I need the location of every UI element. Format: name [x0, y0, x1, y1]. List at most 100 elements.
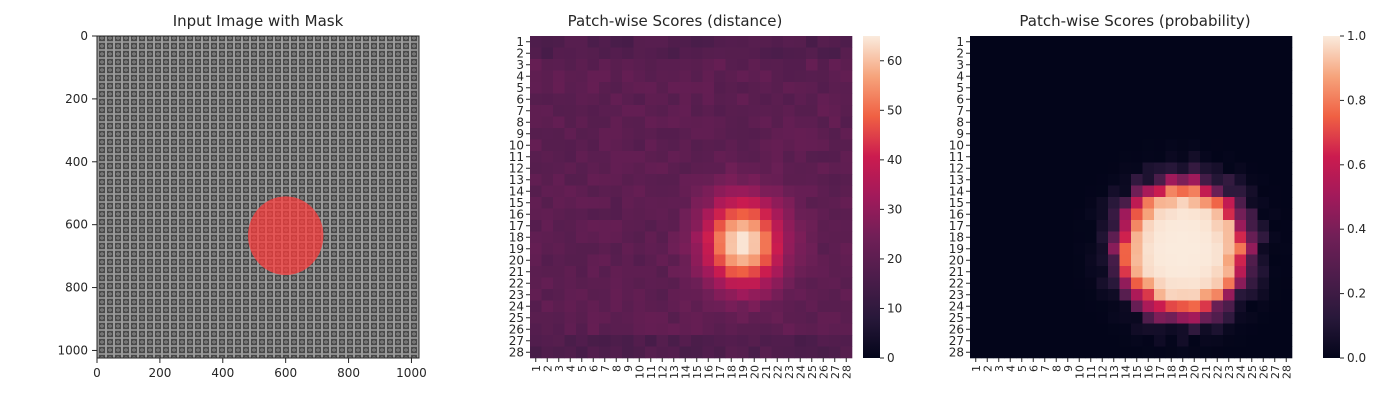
heatmap-cell	[1177, 36, 1189, 48]
heatmap-cell	[714, 323, 726, 336]
heatmap-cell	[1016, 151, 1028, 163]
heatmap-cell	[1188, 231, 1201, 244]
heatmap-cell	[1062, 300, 1074, 313]
heatmap-cell	[1200, 70, 1212, 83]
heatmap-cell	[1246, 312, 1258, 324]
x-tick-label: 600	[274, 366, 297, 380]
heatmap-cell	[1062, 277, 1074, 290]
heatmap-cell	[1004, 231, 1017, 244]
row-tick-label: 3	[516, 58, 524, 72]
colorbar-tick-label: 40	[887, 153, 902, 167]
heatmap-cell	[1223, 335, 1235, 347]
heatmap-cell	[748, 59, 761, 71]
heatmap-cell	[633, 47, 646, 60]
heatmap-cell	[1246, 70, 1258, 83]
heatmap-cell	[981, 82, 994, 94]
heatmap-cell	[1004, 220, 1017, 232]
heatmap-cell	[599, 277, 611, 290]
heatmap-cell	[1096, 105, 1109, 117]
heatmap-cell	[783, 36, 795, 48]
heatmap-cell	[1050, 82, 1063, 94]
heatmap-cell	[656, 70, 669, 83]
heatmap-cell	[564, 174, 577, 186]
heatmap-cell	[1108, 93, 1120, 106]
heatmap-cell	[576, 312, 588, 324]
heatmap-cell	[691, 300, 703, 313]
heatmap-cell	[806, 93, 818, 106]
heatmap-cell	[541, 231, 554, 244]
row-tick-label: 12	[949, 161, 964, 175]
heatmap-cell	[1246, 346, 1258, 359]
col-tick-label: 2	[981, 365, 994, 372]
heatmap-cell	[725, 254, 738, 267]
heatmap-cell	[970, 116, 982, 129]
colorbar-tick-label: 10	[887, 301, 902, 315]
heatmap-cell	[599, 36, 611, 48]
heatmap-cell	[1096, 312, 1109, 324]
heatmap-cell	[668, 105, 680, 117]
heatmap-cell	[564, 335, 577, 347]
heatmap-cell	[1027, 47, 1040, 60]
heatmap-cell	[610, 47, 623, 60]
heatmap-cell	[794, 36, 807, 48]
heatmap-cell	[1131, 254, 1143, 267]
heatmap-cell	[840, 185, 853, 198]
heatmap-cell	[530, 47, 542, 60]
heatmap-cell	[1246, 116, 1258, 129]
heatmap-cell	[783, 116, 795, 129]
heatmap-cell	[564, 323, 577, 336]
x-tick-label: 400	[211, 366, 234, 380]
heatmap-cell	[1234, 197, 1247, 209]
heatmap-cell	[1269, 82, 1281, 94]
heatmap-cell	[771, 208, 784, 221]
heatmap-cell	[771, 116, 784, 129]
heatmap-cell	[1177, 162, 1189, 175]
heatmap-cell	[576, 197, 588, 209]
heatmap-cell	[794, 208, 807, 221]
heatmap-cell	[1142, 312, 1155, 324]
heatmap-cell	[599, 82, 611, 94]
heatmap-cell	[1234, 174, 1247, 186]
heatmap-cell	[530, 59, 542, 71]
heatmap-cell	[1131, 197, 1143, 209]
heatmap-cell	[817, 47, 830, 60]
heatmap-cell	[806, 243, 818, 255]
row-tick-label: 25	[509, 311, 524, 325]
heatmap-cell	[1027, 162, 1040, 175]
heatmap-cell	[1108, 47, 1120, 60]
heatmap-cell	[1073, 139, 1086, 152]
heatmap-cell	[1188, 36, 1201, 48]
heatmap-cell	[576, 208, 588, 221]
heatmap-cell	[1177, 70, 1189, 83]
heatmap-cell	[1096, 185, 1109, 198]
heatmap-cell	[1108, 36, 1120, 48]
heatmap-cell	[1073, 185, 1086, 198]
heatmap-cell	[1142, 300, 1155, 313]
heatmap-cell	[829, 220, 841, 232]
heatmap-cell	[1269, 197, 1281, 209]
heatmap-cell	[840, 151, 853, 163]
heatmap-cell	[748, 93, 761, 106]
heatmap-cell	[1234, 82, 1247, 94]
heatmap-cell	[656, 312, 669, 324]
heatmap-cell	[714, 300, 726, 313]
heatmap-cell	[829, 162, 841, 175]
heatmap-cell	[1131, 243, 1143, 255]
heatmap-cell	[1027, 93, 1040, 106]
heatmap-cell	[541, 139, 554, 152]
heatmap-cell	[1096, 300, 1109, 313]
heatmap-cell	[645, 231, 657, 244]
heatmap-cell	[691, 162, 703, 175]
heatmap-cell	[530, 300, 542, 313]
heatmap-cell	[622, 185, 634, 198]
heatmap-cell	[1039, 36, 1051, 48]
heatmap-cell	[645, 151, 657, 163]
heatmap-cell	[1016, 323, 1028, 336]
heatmap-cell	[1142, 243, 1155, 255]
heatmap-cell	[1131, 59, 1143, 71]
heatmap-cell	[714, 335, 726, 347]
heatmap-cell	[656, 289, 669, 301]
heatmap-cell	[702, 208, 715, 221]
row-tick-label: 17	[509, 219, 524, 233]
heatmap-cell	[760, 220, 772, 232]
